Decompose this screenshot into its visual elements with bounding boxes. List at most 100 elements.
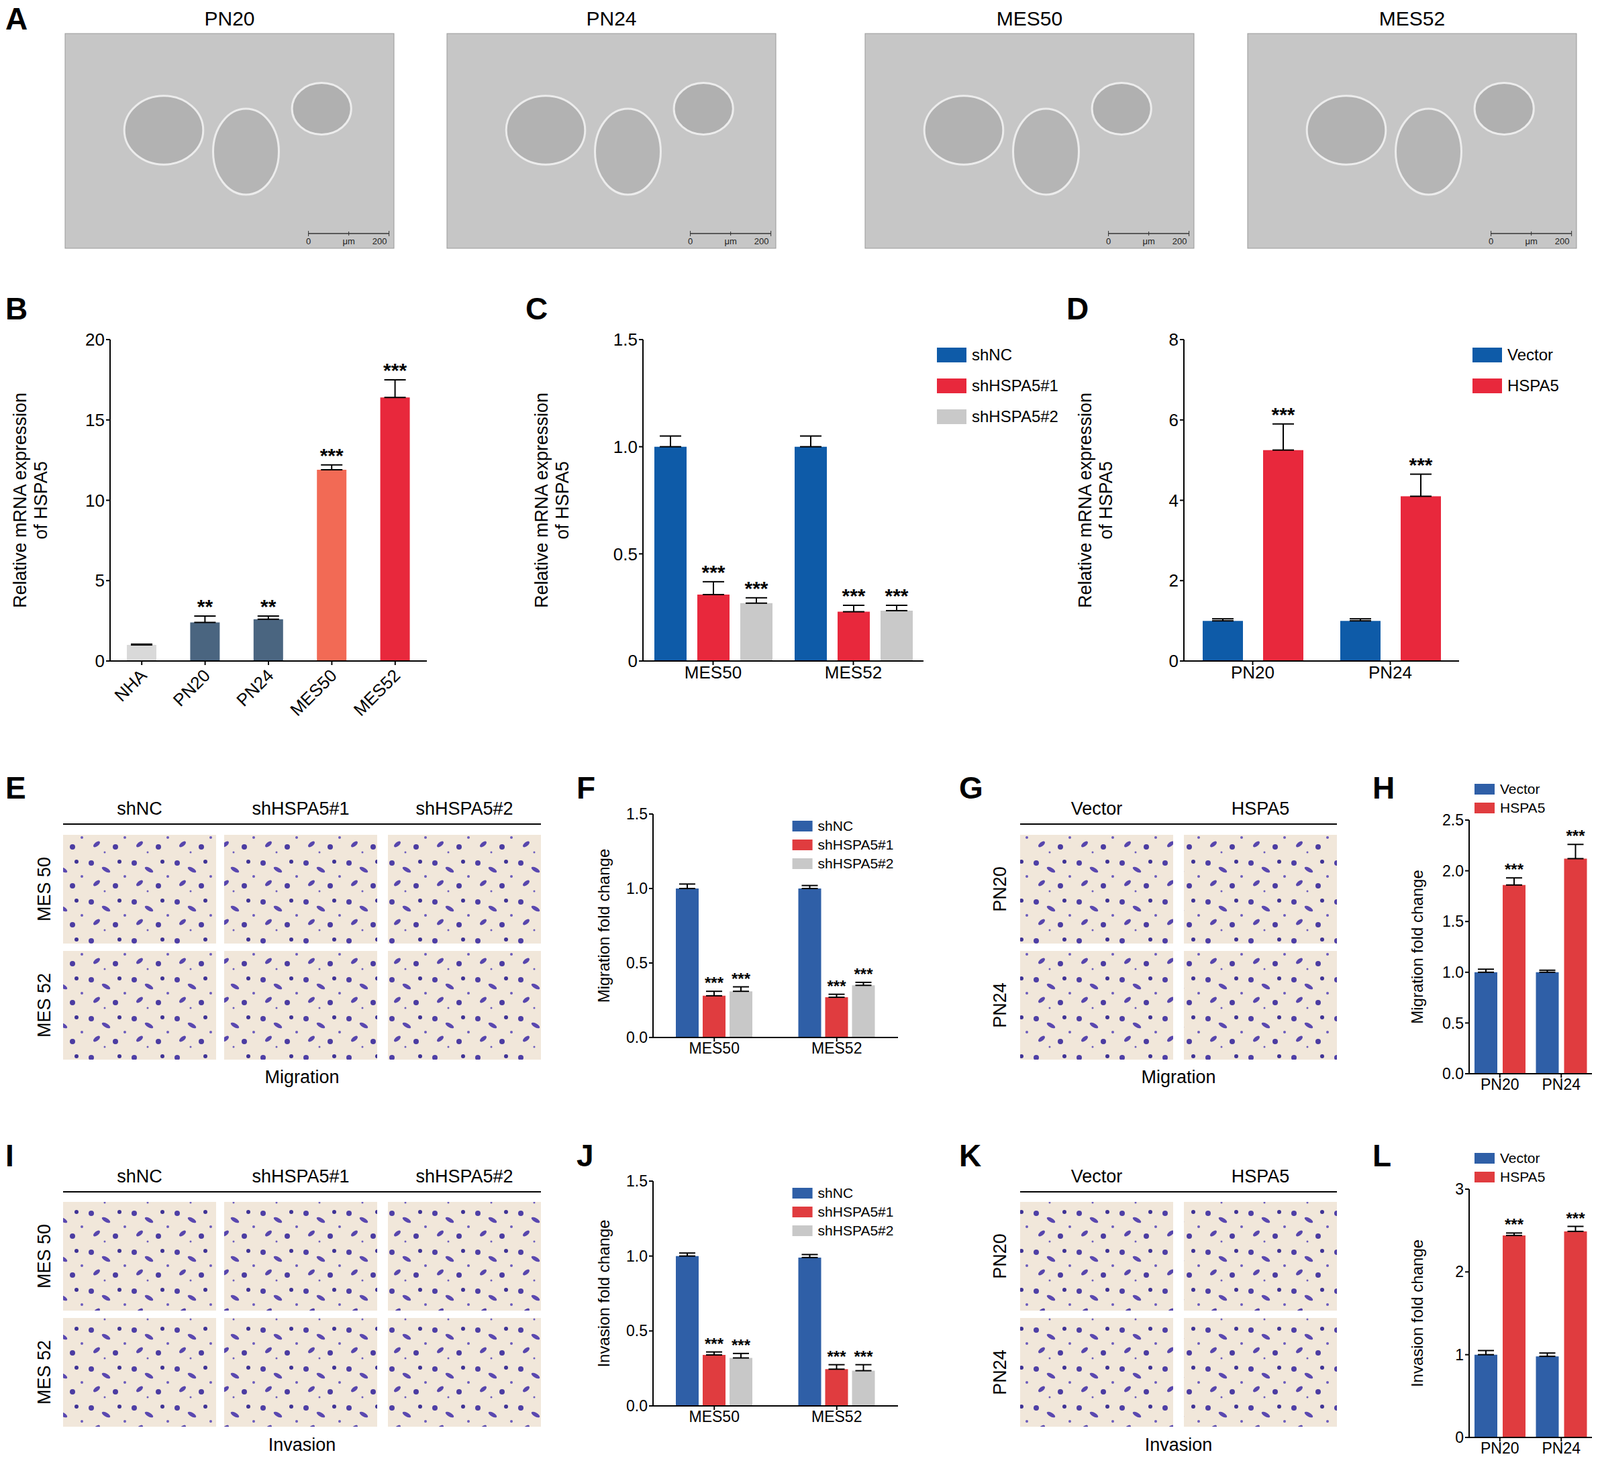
svg-text:***: *** — [701, 561, 725, 584]
svg-text:shHSPA5#2: shHSPA5#2 — [415, 798, 513, 819]
svg-text:A: A — [5, 1, 28, 37]
svg-text:1.0: 1.0 — [626, 1247, 648, 1266]
svg-text:G: G — [959, 770, 984, 806]
svg-text:1.0: 1.0 — [613, 436, 638, 458]
svg-text:K: K — [959, 1138, 982, 1174]
svg-text:Vector: Vector — [1071, 798, 1123, 819]
svg-text:20: 20 — [85, 329, 105, 350]
svg-text:PN24: PN24 — [989, 1349, 1011, 1396]
svg-text:shHSPA5#1: shHSPA5#1 — [818, 1204, 894, 1220]
svg-text:Invasion: Invasion — [1144, 1434, 1213, 1456]
svg-text:B: B — [5, 291, 28, 327]
svg-text:shHSPA5#1: shHSPA5#1 — [251, 1166, 349, 1187]
svg-text:***: *** — [1504, 1215, 1525, 1234]
svg-text:Invasion fold change: Invasion fold change — [1408, 1239, 1427, 1388]
svg-text:1: 1 — [1455, 1346, 1464, 1364]
svg-text:6: 6 — [1169, 410, 1179, 431]
svg-text:PN20: PN20 — [1230, 662, 1275, 683]
svg-text:***: *** — [1565, 1209, 1586, 1228]
svg-text:Migration fold change: Migration fold change — [594, 848, 613, 1003]
svg-text:E: E — [5, 770, 27, 806]
svg-text:MES 52: MES 52 — [34, 973, 55, 1038]
svg-text:J: J — [576, 1138, 594, 1174]
svg-text:***: *** — [383, 359, 407, 382]
svg-text:Migration: Migration — [264, 1067, 339, 1088]
svg-text:5: 5 — [95, 570, 105, 591]
svg-text:1.5: 1.5 — [626, 1172, 648, 1190]
svg-text:HSPA5: HSPA5 — [1500, 800, 1545, 816]
svg-text:***: *** — [731, 969, 752, 988]
svg-text:10: 10 — [85, 490, 105, 511]
svg-text:***: *** — [853, 965, 874, 984]
svg-text:MES 52: MES 52 — [34, 1340, 55, 1405]
svg-text:MES 50: MES 50 — [34, 1224, 55, 1289]
svg-text:0.5: 0.5 — [626, 954, 648, 972]
svg-text:1.5: 1.5 — [613, 329, 638, 350]
svg-text:PN24: PN24 — [989, 982, 1011, 1029]
svg-text:PN24: PN24 — [1368, 662, 1413, 683]
svg-text:shHSPA5#2: shHSPA5#2 — [818, 1222, 894, 1239]
svg-text:MES52: MES52 — [811, 1039, 862, 1058]
svg-text:2.0: 2.0 — [1442, 862, 1464, 880]
svg-text:200: 200 — [372, 236, 388, 247]
svg-text:0: 0 — [628, 651, 638, 672]
svg-text:Invasion: Invasion — [268, 1434, 337, 1456]
svg-text:shHSPA5#2: shHSPA5#2 — [971, 407, 1059, 426]
svg-text:2: 2 — [1455, 1263, 1464, 1281]
svg-text:***: *** — [853, 1347, 874, 1366]
svg-text:Relative mRNA expressionof HSP: Relative mRNA expressionof HSPA5 — [531, 392, 573, 609]
svg-text:2.5: 2.5 — [1442, 811, 1464, 829]
svg-text:Vector: Vector — [1071, 1166, 1123, 1187]
svg-text:***: *** — [1504, 860, 1525, 879]
svg-text:MES52: MES52 — [811, 1408, 862, 1426]
svg-text:Vector: Vector — [1500, 1150, 1541, 1166]
svg-text:0: 0 — [1455, 1428, 1464, 1447]
svg-text:shNC: shNC — [116, 798, 163, 819]
svg-text:***: *** — [320, 444, 344, 467]
svg-text:μm: μm — [1524, 236, 1537, 247]
svg-text:HSPA5: HSPA5 — [1231, 1166, 1290, 1187]
svg-text:MES52: MES52 — [824, 662, 882, 683]
svg-text:***: *** — [1565, 826, 1586, 845]
svg-text:0: 0 — [687, 236, 693, 247]
svg-text:HSPA5: HSPA5 — [1507, 376, 1560, 395]
svg-text:MES52: MES52 — [1379, 7, 1445, 30]
svg-text:I: I — [5, 1138, 15, 1174]
svg-text:1.0: 1.0 — [626, 879, 648, 898]
svg-text:1.5: 1.5 — [1442, 912, 1464, 931]
svg-text:μm: μm — [342, 236, 355, 247]
svg-text:PN20: PN20 — [204, 7, 255, 30]
svg-text:L: L — [1372, 1138, 1392, 1174]
svg-text:0: 0 — [95, 651, 105, 672]
svg-text:0.0: 0.0 — [626, 1028, 648, 1047]
svg-text:shHSPA5#1: shHSPA5#1 — [251, 798, 349, 819]
svg-text:shHSPA5#2: shHSPA5#2 — [415, 1166, 513, 1187]
svg-text:Vector: Vector — [1507, 345, 1554, 364]
svg-text:***: *** — [744, 577, 768, 600]
svg-text:**: ** — [260, 595, 277, 618]
svg-text:***: *** — [884, 584, 909, 607]
svg-text:0: 0 — [1169, 651, 1179, 672]
svg-text:4: 4 — [1169, 490, 1179, 511]
svg-text:shNC: shNC — [116, 1166, 163, 1187]
svg-text:Relative mRNA expressionof HSP: Relative mRNA expressionof HSPA5 — [10, 392, 52, 609]
svg-text:NHA: NHA — [110, 665, 152, 706]
svg-text:1.0: 1.0 — [1442, 963, 1464, 982]
svg-text:***: *** — [1408, 453, 1433, 476]
svg-text:PN20: PN20 — [1480, 1439, 1520, 1458]
svg-text:PN20: PN20 — [169, 665, 215, 711]
svg-text:MES50: MES50 — [689, 1039, 740, 1058]
svg-text:shNC: shNC — [818, 818, 854, 834]
svg-text:F: F — [576, 770, 596, 806]
svg-text:shHSPA5#1: shHSPA5#1 — [818, 836, 894, 853]
svg-text:200: 200 — [1555, 236, 1570, 247]
svg-text:0.0: 0.0 — [626, 1397, 648, 1415]
svg-text:0.0: 0.0 — [1442, 1065, 1464, 1083]
svg-text:0: 0 — [1106, 236, 1111, 247]
svg-text:μm: μm — [1142, 236, 1155, 247]
svg-text:shHSPA5#1: shHSPA5#1 — [971, 376, 1059, 395]
svg-text:Migration: Migration — [1140, 1067, 1216, 1088]
svg-text:D: D — [1066, 291, 1089, 327]
svg-text:0: 0 — [306, 236, 311, 247]
svg-text:0.5: 0.5 — [1442, 1014, 1464, 1033]
